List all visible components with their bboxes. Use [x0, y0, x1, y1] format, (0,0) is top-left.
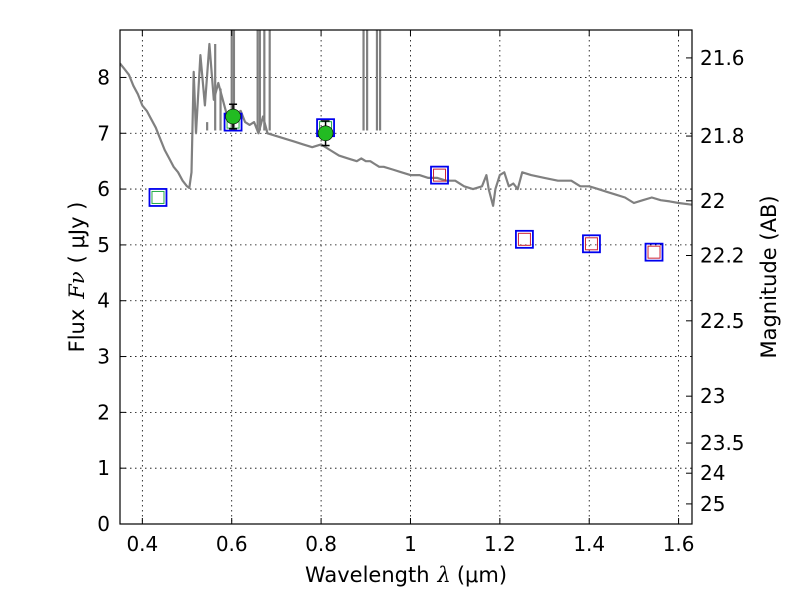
model-spectrum-line — [120, 42, 692, 207]
y2-tick-label: 22.2 — [700, 244, 745, 268]
y-tick-label: 3 — [97, 345, 110, 369]
y2-tick-label: 23 — [700, 384, 725, 408]
model-photometry-box — [148, 188, 168, 207]
y2-tick-label: 23.5 — [700, 431, 745, 455]
observed-flux-point — [317, 125, 334, 142]
axis-ticks — [120, 30, 692, 525]
model-photometry-box — [582, 234, 601, 254]
model-photometry-box-inner — [517, 232, 531, 246]
y2-tick-label: 22 — [700, 189, 725, 213]
y2-tick-label: 21.8 — [700, 124, 745, 148]
y-tick-label: 5 — [97, 233, 110, 257]
y2-tick-label: 22.5 — [700, 309, 745, 333]
x-tick-label: 0.6 — [216, 532, 248, 556]
model-photometry-box-inner — [433, 168, 447, 182]
y2-tick-label: 21.6 — [700, 46, 745, 70]
y-tick-label: 0 — [97, 512, 110, 536]
y2-tick-label: 24 — [700, 461, 725, 485]
plot-frame — [119, 29, 693, 525]
y-tick-label: 8 — [97, 65, 110, 89]
y-tick-label: 4 — [97, 289, 110, 313]
x-axis-label: Wavelength λ (μm) — [305, 563, 507, 587]
plot-area — [120, 30, 692, 262]
x-tick-label: 1.4 — [573, 532, 605, 556]
y-tick-label: 7 — [97, 121, 110, 145]
observed-flux-point — [225, 108, 241, 125]
y-tick-label: 2 — [97, 400, 110, 424]
x-tick-label: 1.2 — [484, 532, 516, 556]
model-photometry-box — [430, 165, 449, 185]
y-axis-label: FluxFν( μJy ) — [65, 202, 89, 353]
x-tick-label: 1.6 — [663, 532, 695, 556]
model-photometry-box-inner — [151, 190, 165, 204]
y-tick-label: 6 — [97, 177, 110, 201]
x-tick-label: 0.8 — [305, 532, 337, 556]
x-tick-label: 0.4 — [126, 532, 158, 556]
model-photometry-box-inner — [584, 237, 598, 251]
y-tick-label: 1 — [97, 456, 110, 480]
y2-axis-label: Magnitude (AB) — [757, 195, 781, 358]
model-photometry-box-inner — [647, 245, 661, 259]
x-tick-label: 1 — [404, 532, 417, 556]
y2-tick-label: 25 — [700, 492, 725, 516]
model-photometry-box — [644, 242, 664, 262]
model-photometry-box — [515, 229, 534, 249]
